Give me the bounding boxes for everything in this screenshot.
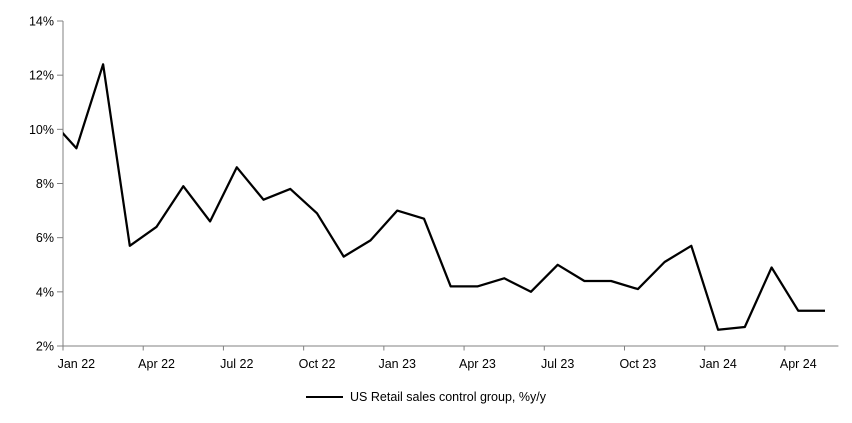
- y-tick-label: 6%: [36, 231, 54, 245]
- x-tick-label: Jan 23: [378, 357, 416, 371]
- x-tick-label: Jan 22: [58, 357, 96, 371]
- x-tick-label: Jul 23: [541, 357, 574, 371]
- x-tick-label: Apr 23: [459, 357, 496, 371]
- x-tick-label: Jul 22: [220, 357, 253, 371]
- legend: US Retail sales control group, %y/y: [0, 389, 852, 405]
- x-tick-label: Oct 23: [619, 357, 656, 371]
- data-line-us-retail-sales-control-group: [63, 63, 825, 331]
- y-tick-label: 10%: [29, 123, 54, 137]
- y-tick-label: 4%: [36, 285, 54, 299]
- x-tick-label: Jan 24: [699, 357, 737, 371]
- legend-line-sample: [306, 396, 344, 398]
- x-tick-label: Apr 24: [780, 357, 817, 371]
- y-tick-label: 8%: [36, 177, 54, 191]
- x-tick-label: Oct 22: [299, 357, 336, 371]
- y-tick-label: 2%: [36, 340, 54, 354]
- x-tick-label: Apr 22: [138, 357, 175, 371]
- y-tick-label: 14%: [29, 15, 54, 29]
- y-tick-label: 12%: [29, 69, 54, 83]
- legend-label: US Retail sales control group, %y/y: [350, 390, 546, 404]
